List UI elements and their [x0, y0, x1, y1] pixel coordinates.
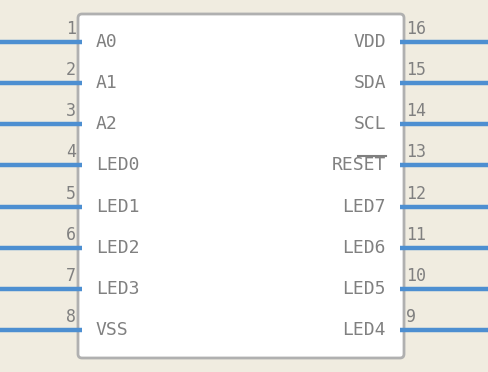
- Text: LED2: LED2: [96, 239, 140, 257]
- Text: 8: 8: [66, 308, 76, 326]
- Text: A2: A2: [96, 115, 118, 133]
- Text: 12: 12: [406, 185, 426, 203]
- Text: LED4: LED4: [343, 321, 386, 339]
- Text: LED3: LED3: [96, 280, 140, 298]
- Text: A0: A0: [96, 33, 118, 51]
- Text: 13: 13: [406, 144, 426, 161]
- Text: 9: 9: [406, 308, 416, 326]
- Text: LED5: LED5: [343, 280, 386, 298]
- Text: 15: 15: [406, 61, 426, 79]
- Text: 4: 4: [66, 144, 76, 161]
- Text: 2: 2: [66, 61, 76, 79]
- Text: 11: 11: [406, 226, 426, 244]
- FancyBboxPatch shape: [78, 14, 404, 358]
- Text: 10: 10: [406, 267, 426, 285]
- Text: RESET: RESET: [332, 157, 386, 174]
- Text: 16: 16: [406, 20, 426, 38]
- Text: 3: 3: [66, 102, 76, 120]
- Text: 7: 7: [66, 267, 76, 285]
- Text: LED6: LED6: [343, 239, 386, 257]
- Text: 14: 14: [406, 102, 426, 120]
- Text: 5: 5: [66, 185, 76, 203]
- Text: LED7: LED7: [343, 198, 386, 215]
- Text: SCL: SCL: [353, 115, 386, 133]
- Text: VDD: VDD: [353, 33, 386, 51]
- Text: LED0: LED0: [96, 157, 140, 174]
- Text: VSS: VSS: [96, 321, 129, 339]
- Text: 1: 1: [66, 20, 76, 38]
- Text: LED1: LED1: [96, 198, 140, 215]
- Text: A1: A1: [96, 74, 118, 92]
- Text: SDA: SDA: [353, 74, 386, 92]
- Text: 6: 6: [66, 226, 76, 244]
